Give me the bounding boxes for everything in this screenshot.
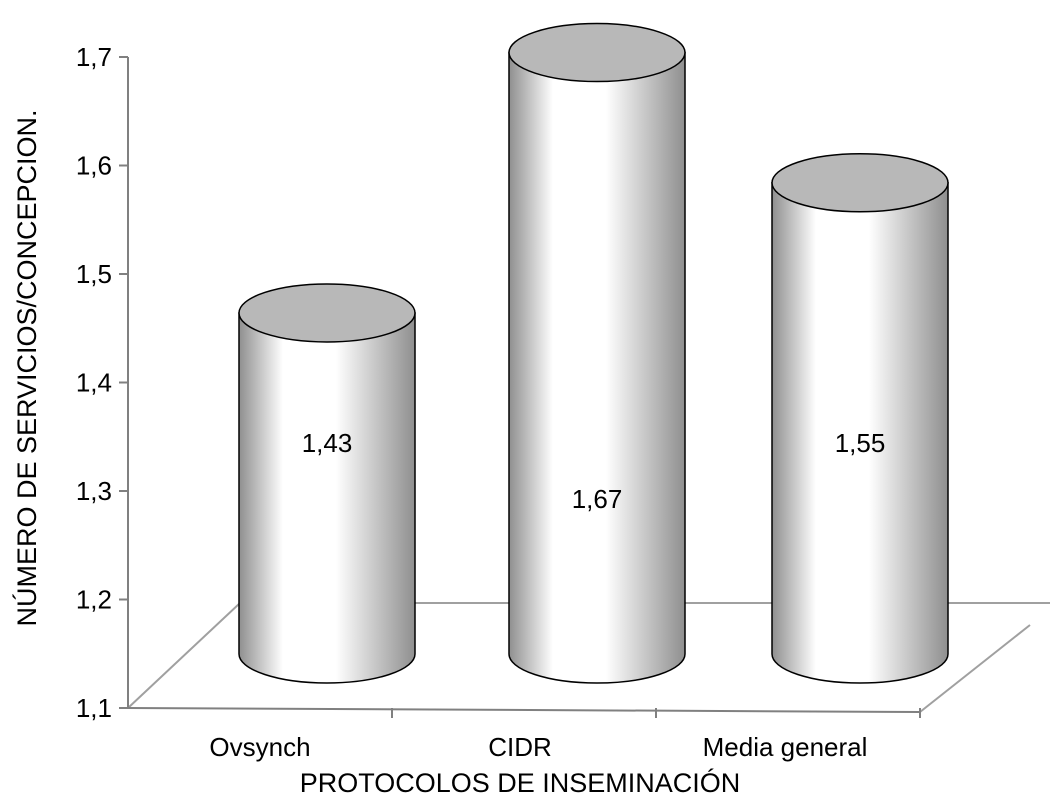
y-tick-label: 1,4 [76, 368, 112, 398]
x-category-label: CIDR [488, 732, 552, 762]
x-axis: Ovsynch CIDR Media general [127, 707, 921, 762]
bar-data-label: 1,43 [302, 428, 353, 458]
y-tick-label: 1,5 [76, 259, 112, 289]
x-axis-title: PROTOCOLOS DE INSEMINACIÓN [300, 767, 741, 798]
bar-cylinder: 1,67 [508, 22, 686, 684]
bar-cylinder: 1,43 [238, 283, 416, 684]
y-tick-label: 1,3 [76, 476, 112, 506]
y-axis: 1,1 1,2 1,3 1,4 1,5 1,6 1,7 [76, 42, 129, 723]
bar-body [508, 51, 686, 684]
bars: 1,43 1,67 1,55 [238, 22, 949, 684]
bar-data-label: 1,67 [572, 484, 623, 514]
x-category-label: Media general [703, 732, 868, 762]
y-tick-label: 1,1 [76, 693, 112, 723]
y-tick-label: 1,7 [76, 42, 112, 72]
bar-body [238, 312, 416, 684]
bar-body [771, 182, 949, 684]
x-category-label: Ovsynch [209, 732, 310, 762]
y-axis-title: NÚMERO DE SERVICIOS/CONCEPCION. [11, 109, 42, 626]
y-tick-label: 1,6 [76, 151, 112, 181]
bar-top [238, 283, 416, 343]
x-axis-line [127, 707, 921, 713]
bar-data-label: 1,55 [835, 428, 886, 458]
bar-cylinder: 1,55 [771, 153, 949, 684]
floor-right-edge [919, 624, 1031, 713]
bar-top [508, 22, 686, 83]
bar-top [771, 153, 949, 213]
y-tick-label: 1,2 [76, 585, 112, 615]
